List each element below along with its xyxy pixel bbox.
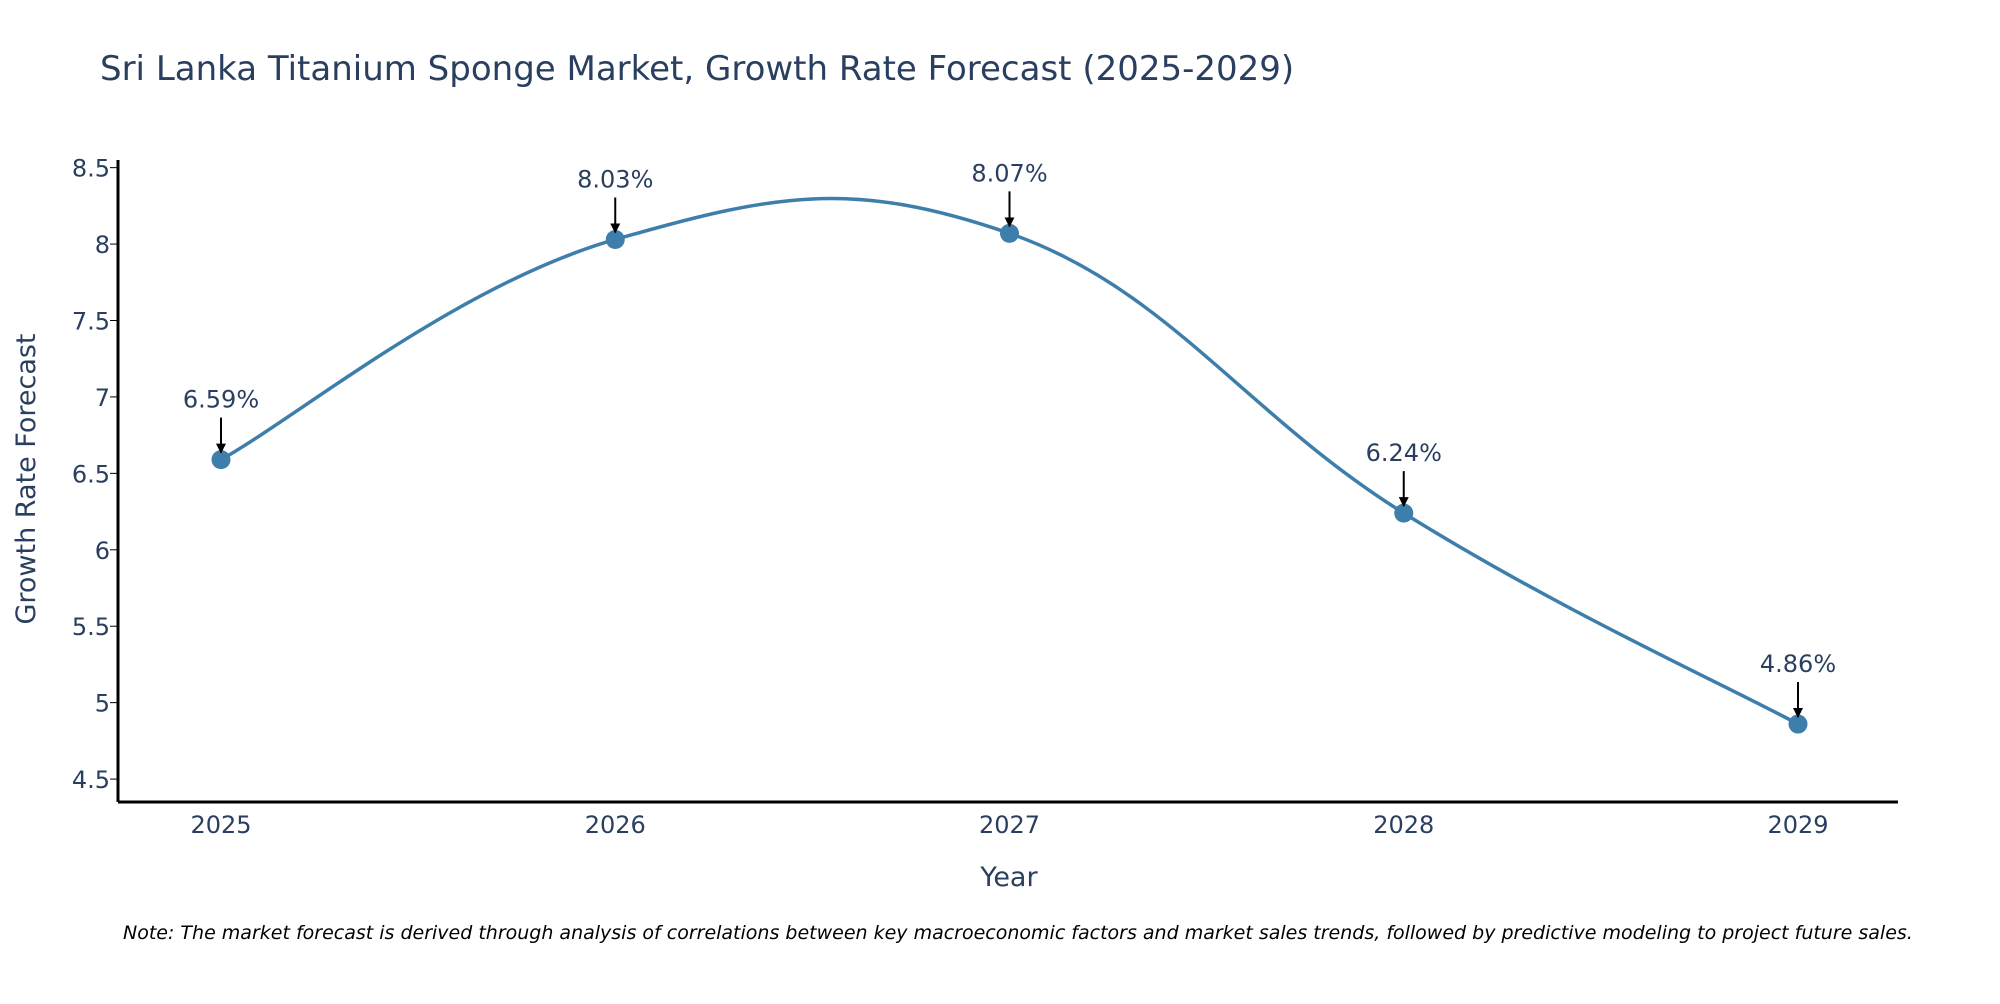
y-tick-label: 5 [95, 690, 110, 718]
data-label: 6.59% [183, 386, 259, 414]
data-point [1394, 503, 1414, 523]
y-axis-ticks: 4.5 5 5.5 6 6.5 7 7.5 8 8.5 [72, 155, 118, 794]
y-tick-label: 7.5 [72, 308, 110, 336]
series-line [220, 196, 1799, 726]
data-point [605, 229, 625, 249]
x-tick-label: 2027 [979, 811, 1040, 839]
x-tick-label: 2026 [585, 811, 646, 839]
x-tick-label: 2025 [190, 811, 251, 839]
data-label: 6.24% [1366, 439, 1442, 467]
data-point [1000, 223, 1019, 243]
data-point [1788, 714, 1808, 734]
y-tick-label: 5.5 [72, 613, 110, 641]
data-point [211, 450, 231, 470]
data-label: 4.86% [1760, 650, 1836, 678]
y-tick-label: 6 [95, 537, 110, 565]
y-tick-label: 6.5 [72, 460, 110, 488]
chart-title: Sri Lanka Titanium Sponge Market, Growth… [100, 49, 1294, 89]
data-annotations: 6.59% 8.03% 8.07% 6.24% 4.86% [183, 159, 1836, 719]
y-tick-label: 4.5 [72, 766, 110, 794]
y-axis-title: Growth Rate Forecast [11, 333, 42, 624]
y-tick-label: 8 [95, 231, 110, 259]
x-tick-label: 2028 [1373, 811, 1434, 839]
y-tick-label: 7 [95, 384, 110, 412]
x-tick-label: 2029 [1767, 811, 1828, 839]
y-tick-label: 8.5 [72, 155, 110, 183]
x-axis-title: Year [979, 862, 1038, 893]
data-points [211, 223, 1808, 734]
footnote: Note: The market forecast is derived thr… [123, 922, 1913, 944]
x-axis-ticks: 2025 2026 2027 2028 2029 [190, 811, 1828, 839]
data-label: 8.07% [971, 159, 1047, 187]
data-label: 8.03% [577, 165, 653, 193]
